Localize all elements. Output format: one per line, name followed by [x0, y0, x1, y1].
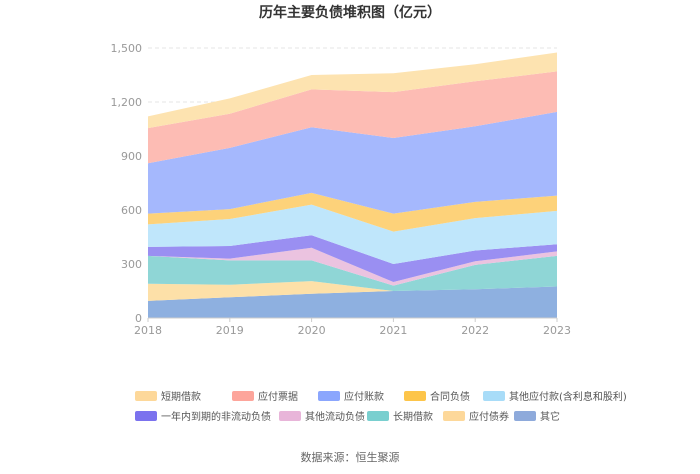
area-应付票据: [148, 71, 557, 164]
area-一年内到期的非流动负债: [148, 235, 557, 282]
data-source-label: 数据来源：恒生聚源: [301, 450, 400, 464]
x-tick-label: 2018: [134, 324, 162, 337]
legend-label: 应付债券: [469, 410, 509, 423]
legend-swatch: [135, 391, 157, 401]
legend-item[interactable]: 其他流动负债: [279, 410, 365, 423]
y-tick-label: 1,500: [111, 42, 143, 55]
legend-item[interactable]: 长期借款: [367, 410, 433, 423]
legend-label: 应付票据: [258, 390, 298, 403]
legend-swatch: [483, 391, 505, 401]
legend-item[interactable]: 一年内到期的非流动负债: [135, 410, 271, 423]
legend-label: 应付账款: [344, 390, 384, 403]
x-tick-label: 2022: [461, 324, 489, 337]
area-其他应付款(含利息和股利): [148, 204, 557, 264]
area-短期借款: [148, 52, 557, 129]
legend-swatch: [279, 411, 301, 421]
legend-item[interactable]: 应付账款: [318, 390, 384, 403]
y-tick-label: 600: [121, 204, 142, 217]
axes: 2018 2019 2020 2021 2022 2023: [134, 317, 571, 337]
legend-label: 短期借款: [161, 390, 201, 403]
x-tick-label: 2023: [543, 324, 571, 337]
legend-label: 其他应付款(含利息和股利): [509, 390, 627, 403]
legend-item[interactable]: 其他应付款(含利息和股利): [483, 390, 627, 403]
y-tick-label: 300: [121, 258, 142, 271]
area-应付债券: [148, 281, 557, 301]
x-tick-label: 2020: [298, 324, 326, 337]
legend-label: 其它: [540, 410, 560, 423]
legend-item[interactable]: 短期借款: [135, 390, 201, 403]
area-其他流动负债: [148, 247, 557, 286]
legend-item[interactable]: 其它: [514, 410, 560, 423]
area-series: [148, 52, 557, 318]
area-应付账款: [148, 111, 557, 214]
legend-item[interactable]: 合同负债: [404, 390, 470, 403]
legend: 短期借款 应付票据 应付账款 合同负债 其他应付款(含利息和股利) 一年内到期的非流动负债…: [135, 390, 627, 423]
area-合同负债: [148, 192, 557, 232]
legend-swatch: [367, 411, 389, 421]
y-tick-label: 0: [135, 312, 142, 325]
legend-swatch: [443, 411, 465, 421]
area-长期借款: [148, 255, 557, 291]
legend-item[interactable]: 应付债券: [443, 410, 509, 423]
y-tick-label: 900: [121, 150, 142, 163]
legend-label: 其他流动负债: [305, 410, 365, 423]
legend-label: 一年内到期的非流动负债: [161, 410, 271, 423]
legend-swatch: [135, 411, 157, 421]
y-tick-label: 1,200: [111, 96, 143, 109]
legend-label: 长期借款: [393, 410, 433, 423]
legend-swatch: [318, 391, 340, 401]
area-其它: [148, 286, 557, 318]
legend-label: 合同负债: [430, 390, 470, 403]
legend-swatch: [514, 411, 536, 421]
chart-title: 历年主要负债堆积图（亿元）: [259, 4, 441, 21]
legend-item[interactable]: 应付票据: [232, 390, 298, 403]
legend-swatch: [404, 391, 426, 401]
legend-swatch: [232, 391, 254, 401]
x-tick-label: 2019: [216, 324, 244, 337]
x-tick-label: 2021: [379, 324, 407, 337]
